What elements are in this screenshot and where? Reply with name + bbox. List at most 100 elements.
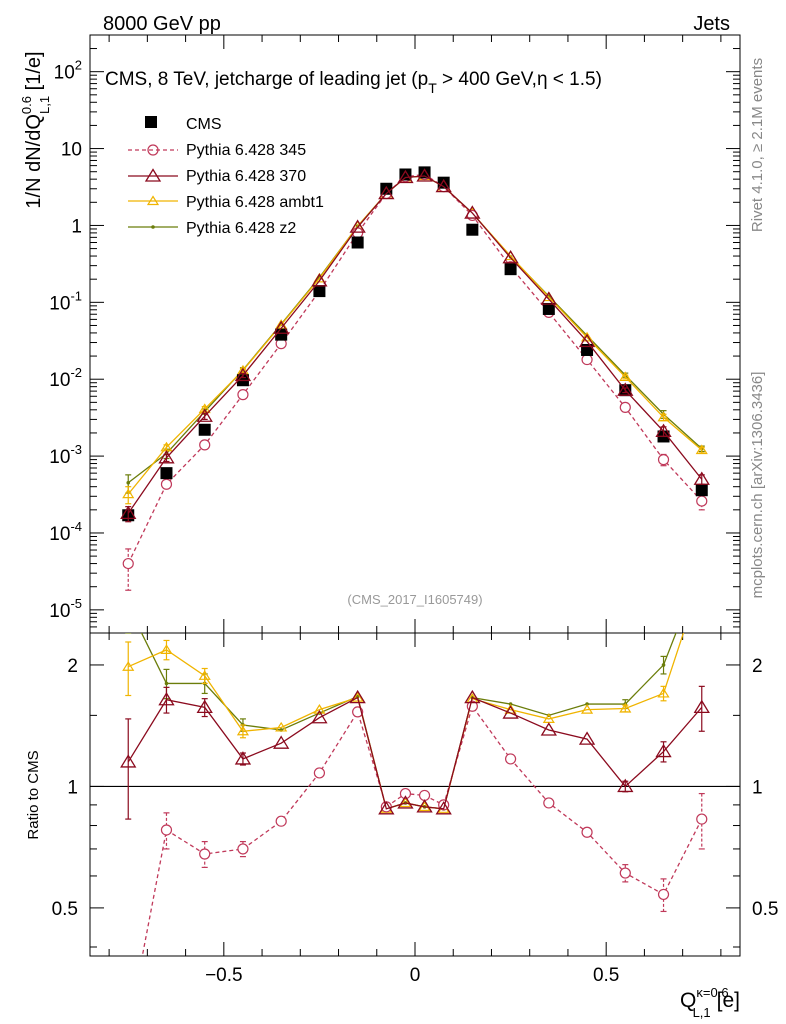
ratio-point bbox=[399, 787, 412, 800]
main-point bbox=[122, 557, 134, 570]
ratio-series-group bbox=[120, 573, 710, 956]
legend-marker-z2 bbox=[151, 225, 155, 229]
main-ylabel: 1/N dN/dQ0.6 L,1 [1/e] bbox=[19, 51, 52, 208]
main-point bbox=[311, 273, 328, 287]
ratio-point bbox=[619, 702, 632, 713]
ratio-point bbox=[657, 687, 670, 698]
main-point bbox=[237, 389, 249, 401]
ratio-point bbox=[120, 754, 137, 768]
header-energy: 8000 GeV pp bbox=[103, 13, 221, 35]
title-part-3: > 400 GeV,η < 1.5) bbox=[437, 69, 602, 90]
title-part-1: CMS, 8 TeV, jetcharge of leading jet (p bbox=[105, 69, 428, 90]
main-point bbox=[120, 505, 137, 519]
ratio-point bbox=[311, 709, 328, 724]
ylabel-part-4: [1/e] bbox=[23, 51, 45, 95]
main-point bbox=[655, 423, 672, 437]
xlabel-part-4: [e] bbox=[717, 989, 740, 1012]
ratio-point bbox=[275, 721, 288, 732]
ratio-ylabel: Ratio to CMS bbox=[25, 750, 42, 839]
ratio-ytick-label: 0.5 bbox=[52, 899, 78, 920]
ratio-point bbox=[199, 848, 211, 860]
ratio-point bbox=[351, 691, 364, 702]
main-ytick-label: 10-1 bbox=[49, 288, 82, 314]
main-point bbox=[199, 439, 211, 451]
svg-text:1/N dN/dQ0.6L,1 [1/e]: 1/N dN/dQ0.6 L,1 [1/e] bbox=[19, 51, 52, 208]
ratio-point bbox=[126, 604, 130, 608]
main-point bbox=[397, 169, 414, 184]
ratio-point bbox=[657, 888, 670, 901]
main-point bbox=[349, 219, 366, 233]
ratio-point bbox=[273, 735, 290, 749]
ratio-point bbox=[397, 795, 414, 809]
ratio-point bbox=[378, 801, 395, 815]
main-ytick-label: 10-4 bbox=[49, 519, 82, 545]
ratio-series-p370 bbox=[120, 685, 710, 820]
ratio-point bbox=[543, 797, 555, 809]
ratio-ytick-label: 2 bbox=[67, 656, 78, 677]
ylabel-part-3: L,1 bbox=[37, 96, 52, 114]
ratio-point bbox=[164, 681, 169, 686]
main-point bbox=[466, 223, 479, 236]
ratio-point bbox=[693, 699, 710, 714]
ratio-ytick-label: 1 bbox=[67, 777, 78, 798]
main-series-p370 bbox=[120, 168, 710, 523]
legend-label-345: Pythia 6.428 345 bbox=[186, 142, 306, 159]
ratio-clipped bbox=[120, 573, 710, 956]
main-point bbox=[275, 328, 288, 341]
ratio-point bbox=[275, 815, 287, 827]
main-point bbox=[464, 205, 481, 219]
ratio-series-p345 bbox=[141, 700, 708, 956]
main-point bbox=[378, 185, 395, 200]
xlabel-part-2: κ=0.6 bbox=[696, 985, 728, 1000]
ratio-ytick-label-right: 1 bbox=[752, 777, 763, 798]
legend-label-z2: Pythia 6.428 z2 bbox=[186, 220, 296, 237]
main-point bbox=[196, 408, 213, 422]
main-point bbox=[351, 236, 364, 249]
ratio-point bbox=[416, 799, 433, 813]
main-ytick-label: 10-5 bbox=[49, 596, 82, 622]
xlabel: Qκ=0.6 L,1 [e] bbox=[680, 985, 740, 1020]
xtick-label: −0.5 bbox=[205, 965, 243, 986]
ratio-point bbox=[237, 843, 249, 855]
ratio-line bbox=[127, 696, 703, 810]
legend-label-370: Pythia 6.428 370 bbox=[186, 168, 306, 185]
main-point bbox=[504, 263, 517, 276]
ratio-point bbox=[696, 813, 708, 825]
ratio-point bbox=[655, 743, 672, 758]
main-point bbox=[581, 353, 593, 366]
ratio-point bbox=[158, 691, 175, 706]
ratio-point bbox=[502, 705, 519, 719]
analysis-watermark: (CMS_2017_I1605749) bbox=[347, 592, 482, 607]
main-point bbox=[435, 178, 452, 193]
ratio-point bbox=[160, 824, 173, 836]
ratio-point bbox=[399, 797, 412, 808]
main-ytick-label: 10 bbox=[61, 140, 82, 161]
main-point bbox=[273, 320, 290, 334]
main-point bbox=[234, 367, 252, 382]
chart-title: CMS, 8 TeV, jetcharge of leading jet (pT… bbox=[105, 69, 602, 96]
ratio-point bbox=[236, 725, 250, 736]
main-line bbox=[127, 175, 703, 514]
main-point bbox=[657, 454, 670, 466]
legend-marker-cms bbox=[145, 116, 157, 128]
ratio-point bbox=[578, 731, 596, 745]
ratio-point bbox=[617, 778, 634, 793]
main-ytick-label: 102 bbox=[54, 58, 82, 84]
main-point bbox=[122, 488, 135, 499]
main-point bbox=[695, 444, 708, 455]
main-point bbox=[542, 302, 555, 315]
main-point bbox=[695, 484, 708, 497]
main-point bbox=[158, 450, 175, 464]
ratio-point bbox=[661, 663, 666, 667]
main-point bbox=[502, 250, 519, 264]
ylabel-part-1: 1/N dN/dQ bbox=[23, 114, 45, 208]
main-point bbox=[619, 371, 632, 382]
ratio-point bbox=[160, 644, 173, 654]
main-point bbox=[313, 285, 326, 298]
ratio-point bbox=[697, 573, 707, 581]
title-part-2: T bbox=[428, 80, 437, 96]
legend: CMS Pythia 6.428 345 Pythia 6.428 370 Py… bbox=[128, 116, 324, 237]
main-ytick-label: 10-2 bbox=[49, 365, 82, 391]
main-point bbox=[578, 333, 596, 348]
ratio-point bbox=[196, 699, 213, 714]
